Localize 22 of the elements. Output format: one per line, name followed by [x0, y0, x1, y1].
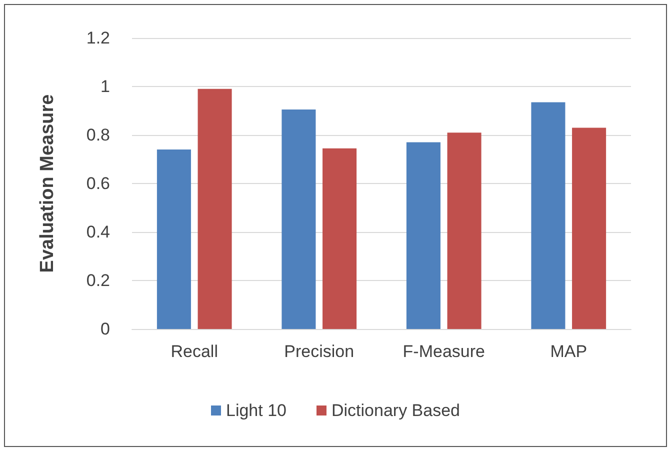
legend-label: Dictionary Based [331, 401, 460, 420]
x-tick-label: Precision [284, 342, 354, 361]
bar [156, 150, 191, 329]
bar [447, 132, 482, 329]
y-tick-label: 0.6 [86, 174, 110, 193]
bar [572, 128, 606, 329]
y-axis-title: Evaluation Measure [37, 94, 58, 273]
y-tick-label: 0.4 [86, 222, 110, 242]
x-tick-label: F-Measure [402, 342, 485, 361]
y-tick-label: 0 [100, 320, 110, 338]
y-tick-label: 0.8 [86, 126, 110, 144]
x-tick-label: Recall [170, 342, 218, 361]
y-tick-label: 1 [100, 77, 110, 96]
bar [406, 142, 440, 329]
bar [198, 88, 232, 329]
y-tick-label: 1.2 [86, 28, 110, 48]
x-tick-label: MAP [550, 342, 588, 361]
legend-label: Light 10 [226, 401, 286, 420]
bar [282, 110, 316, 329]
y-tick-label: 0.2 [86, 271, 110, 290]
bar [322, 148, 357, 329]
bar [531, 102, 566, 329]
